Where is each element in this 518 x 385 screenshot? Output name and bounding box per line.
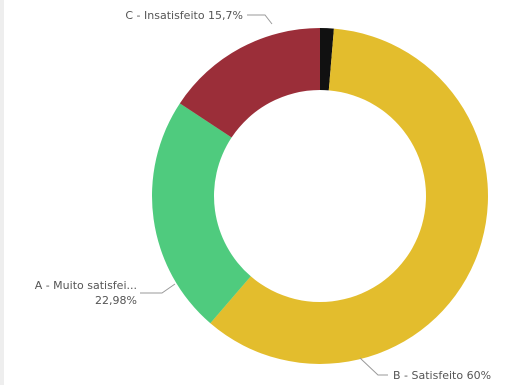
label-c-insatisfeito: C - Insatisfeito 15,7% bbox=[125, 9, 243, 22]
leader-line-a bbox=[140, 283, 176, 294]
leader-line-c bbox=[247, 14, 273, 25]
donut-segment-3[interactable] bbox=[179, 28, 320, 138]
donut-segment-0[interactable] bbox=[320, 28, 334, 91]
label-a-muito-satisfeito-name: A - Muito satisfei... bbox=[35, 279, 137, 292]
donut-segments bbox=[152, 28, 489, 364]
label-b-satisfeito: B - Satisfeito 60% bbox=[393, 369, 491, 382]
label-a-muito-satisfeito-pct: 22,98% bbox=[95, 294, 137, 307]
donut-segment-1[interactable] bbox=[210, 28, 489, 364]
leader-line-b bbox=[359, 357, 388, 376]
donut-segment-2[interactable] bbox=[152, 103, 251, 324]
panel-edge bbox=[0, 0, 4, 385]
